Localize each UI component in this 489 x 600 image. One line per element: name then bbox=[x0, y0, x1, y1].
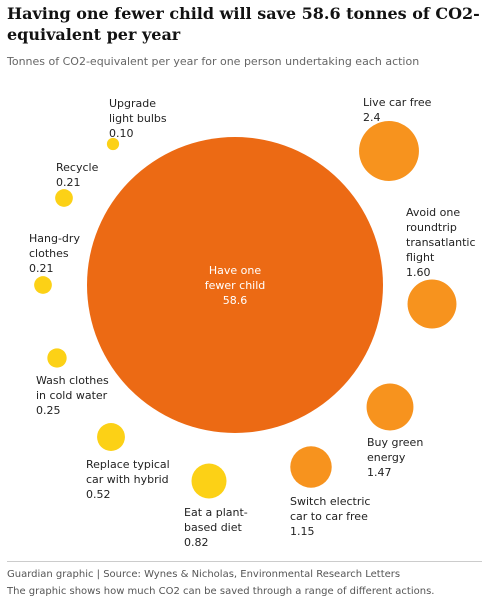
footer-rule bbox=[7, 561, 482, 562]
category-name: Live car free bbox=[363, 96, 432, 109]
bubble-label: Recycle 0.21 bbox=[56, 160, 116, 190]
bubble bbox=[366, 383, 414, 431]
category-name: Upgrade light bulbs bbox=[109, 97, 167, 125]
category-name: Replace typical car with hybrid bbox=[86, 458, 170, 486]
value-label: 0.52 bbox=[86, 488, 111, 501]
value-label: 0.21 bbox=[56, 176, 81, 189]
bubble-label: Avoid one roundtrip transatlantic flight… bbox=[406, 205, 478, 280]
bubble-label: Live car free 2.4 bbox=[363, 95, 453, 125]
bubble bbox=[290, 446, 332, 488]
chart-subtitle: Tonnes of CO2-equivalent per year for on… bbox=[7, 55, 420, 68]
bubble-label: Upgrade light bulbs 0.10 bbox=[109, 96, 173, 141]
bubble-label: Switch electric car to car free 1.15 bbox=[290, 494, 385, 539]
bubble-label: Eat a plant-based diet 0.82 bbox=[184, 505, 256, 550]
bubble bbox=[47, 348, 67, 368]
value-label: 2.4 bbox=[363, 111, 381, 124]
source: Guardian graphic | Source: Wynes & Nicho… bbox=[7, 569, 401, 580]
bubble bbox=[191, 463, 227, 499]
category-name: Eat a plant-based diet bbox=[184, 506, 248, 534]
bubble bbox=[55, 189, 73, 207]
value-label: 0.25 bbox=[36, 404, 61, 417]
bubble bbox=[87, 137, 383, 433]
category-name: Have one fewer child bbox=[204, 264, 266, 292]
bubble-label: Have one fewer child 58.6 bbox=[200, 263, 270, 308]
bubble bbox=[106, 137, 120, 151]
bubble bbox=[97, 423, 125, 451]
note: The graphic shows how much CO2 can be sa… bbox=[7, 586, 435, 597]
value-label: 58.6 bbox=[222, 294, 248, 307]
value-label: 0.10 bbox=[109, 127, 134, 140]
value-label: 0.21 bbox=[29, 262, 54, 275]
bubble bbox=[359, 121, 419, 181]
value-label: 1.15 bbox=[290, 525, 315, 538]
category-name: Buy green energy bbox=[367, 436, 424, 464]
category-name: Recycle bbox=[56, 161, 99, 174]
bubble bbox=[34, 276, 52, 294]
bubble bbox=[407, 279, 457, 329]
category-name: Avoid one roundtrip transatlantic flight bbox=[406, 206, 476, 264]
bubble-label: Replace typical car with hybrid 0.52 bbox=[86, 457, 184, 502]
category-name: Wash clothes in cold water bbox=[36, 374, 109, 402]
bubble-label: Buy green energy 1.47 bbox=[367, 435, 429, 480]
value-label: 0.82 bbox=[184, 536, 209, 549]
bubble-label: Wash clothes in cold water 0.25 bbox=[36, 373, 118, 418]
category-name: Switch electric car to car free bbox=[290, 495, 371, 523]
chart-title: Having one fewer child will save 58.6 to… bbox=[7, 4, 480, 44]
value-label: 1.60 bbox=[406, 266, 431, 279]
bubble-label: Hang-dry clothes 0.21 bbox=[29, 231, 84, 276]
value-label: 1.47 bbox=[367, 466, 392, 479]
chart bbox=[34, 121, 457, 499]
category-name: Hang-dry clothes bbox=[29, 232, 80, 260]
